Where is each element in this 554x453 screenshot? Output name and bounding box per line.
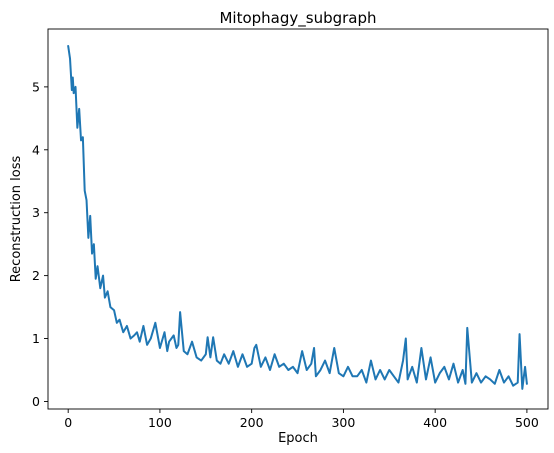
- y-tick-label: 3: [32, 205, 40, 220]
- plot-area: [48, 29, 548, 409]
- plot-frame: [47, 28, 549, 410]
- x-axis-title: Epoch: [278, 431, 318, 446]
- y-axis-title: Reconstruction loss: [9, 156, 24, 283]
- x-tick-label: 400: [423, 415, 447, 430]
- y-tick-label: 2: [32, 268, 40, 283]
- chart-title: Mitophagy_subgraph: [219, 9, 376, 28]
- x-tick-label: 0: [64, 415, 72, 430]
- axis-ticks: 0 100 200 300 400 500 0 1 2 3 4 5: [32, 79, 539, 430]
- x-tick-label: 500: [515, 415, 539, 430]
- x-tick-label: 300: [331, 415, 355, 430]
- y-tick-label: 0: [32, 394, 40, 409]
- x-tick-label: 100: [148, 415, 172, 430]
- y-tick-label: 4: [32, 142, 40, 157]
- y-tick-label: 1: [32, 331, 40, 346]
- y-tick-label: 5: [32, 79, 40, 94]
- x-tick-label: 200: [240, 415, 264, 430]
- series-line-reconstruction-loss: [67, 44, 528, 390]
